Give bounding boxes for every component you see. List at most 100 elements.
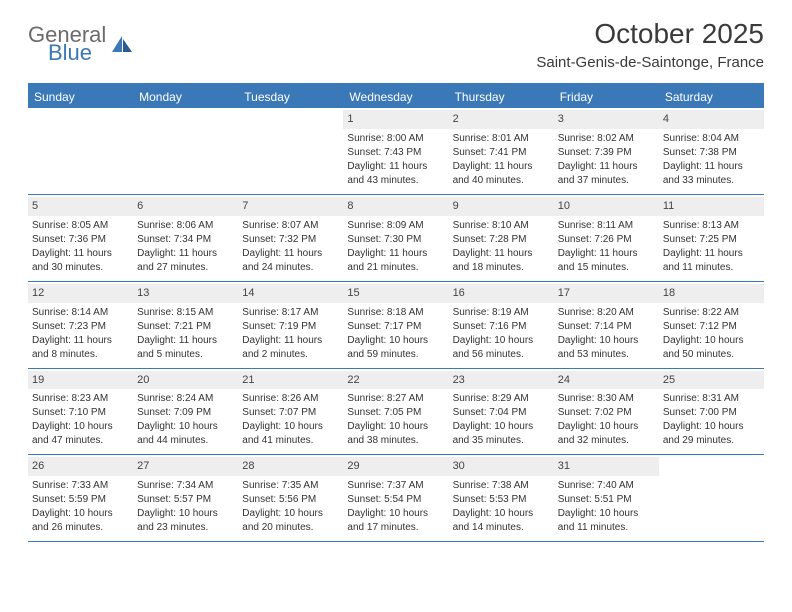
sunrise-text: Sunrise: 8:18 AM <box>347 306 444 320</box>
day-info: Sunrise: 7:40 AMSunset: 5:51 PMDaylight:… <box>558 479 655 535</box>
sunset-text: Sunset: 7:39 PM <box>558 146 655 160</box>
day-number: 11 <box>659 197 764 216</box>
day-cell: 31 Sunrise: 7:40 AMSunset: 5:51 PMDayligh… <box>554 455 659 541</box>
daylight-line2: and 47 minutes. <box>32 434 129 448</box>
daylight-line2: and 11 minutes. <box>663 261 760 275</box>
sunrise-text: Sunrise: 8:09 AM <box>347 219 444 233</box>
daylight-line2: and 50 minutes. <box>663 348 760 362</box>
sunset-text: Sunset: 7:12 PM <box>663 320 760 334</box>
sunset-text: Sunset: 5:54 PM <box>347 493 444 507</box>
day-number: 21 <box>238 371 343 390</box>
day-info: Sunrise: 8:02 AMSunset: 7:39 PMDaylight:… <box>558 132 655 188</box>
day-cell: 3Sunrise: 8:02 AMSunset: 7:39 PMDaylight… <box>554 108 659 194</box>
daylight-line1: Daylight: 10 hours <box>347 420 444 434</box>
day-cell: 14Sunrise: 8:17 AMSunset: 7:19 PMDayligh… <box>238 282 343 368</box>
day-cell: 19 Sunrise: 8:23 AMSunset: 7:10 PMDayligh… <box>28 369 133 455</box>
sunrise-text: Sunrise: 8:14 AM <box>32 306 129 320</box>
day-cell: 20Sunrise: 8:24 AMSunset: 7:09 PMDayligh… <box>133 369 238 455</box>
daylight-line1: Daylight: 11 hours <box>453 247 550 261</box>
day-number: 24 <box>554 371 659 390</box>
daylight-line2: and 30 minutes. <box>32 261 129 275</box>
day-cell: . <box>659 455 764 541</box>
day-info: Sunrise: 8:07 AMSunset: 7:32 PMDaylight:… <box>242 219 339 275</box>
day-number: 28 <box>238 457 343 476</box>
daylight-line2: and 14 minutes. <box>453 521 550 535</box>
weekday-label: Thursday <box>449 86 554 108</box>
weekday-label: Sunday <box>28 86 133 108</box>
day-number: 17 <box>554 284 659 303</box>
day-cell: 29Sunrise: 7:37 AMSunset: 5:54 PMDayligh… <box>343 455 448 541</box>
day-info: Sunrise: 8:14 AMSunset: 7:23 PMDaylight:… <box>32 306 129 362</box>
day-number: 14 <box>238 284 343 303</box>
sunset-text: Sunset: 7:36 PM <box>32 233 129 247</box>
sunrise-text: Sunrise: 7:38 AM <box>453 479 550 493</box>
brand-logo: General Blue <box>28 18 134 64</box>
daylight-line1: Daylight: 11 hours <box>347 160 444 174</box>
sunrise-text: Sunrise: 8:11 AM <box>558 219 655 233</box>
weeks-container: ...1Sunrise: 8:00 AMSunset: 7:43 PMDayli… <box>28 108 764 542</box>
day-info: Sunrise: 7:33 AMSunset: 5:59 PMDaylight:… <box>32 479 129 535</box>
day-number: 9 <box>449 197 554 216</box>
sunrise-text: Sunrise: 8:26 AM <box>242 392 339 406</box>
sunrise-text: Sunrise: 8:30 AM <box>558 392 655 406</box>
sunrise-text: Sunrise: 8:06 AM <box>137 219 234 233</box>
sunset-text: Sunset: 7:09 PM <box>137 406 234 420</box>
daylight-line1: Daylight: 11 hours <box>242 334 339 348</box>
daylight-line2: and 15 minutes. <box>558 261 655 275</box>
sunset-text: Sunset: 7:26 PM <box>558 233 655 247</box>
week-row: 5Sunrise: 8:05 AMSunset: 7:36 PMDaylight… <box>28 195 764 282</box>
daylight-line2: and 17 minutes. <box>347 521 444 535</box>
day-cell: 4Sunrise: 8:04 AMSunset: 7:38 PMDaylight… <box>659 108 764 194</box>
day-number: 1 <box>343 110 448 129</box>
week-row: ...1Sunrise: 8:00 AMSunset: 7:43 PMDayli… <box>28 108 764 195</box>
sunrise-text: Sunrise: 8:02 AM <box>558 132 655 146</box>
sunset-text: Sunset: 7:02 PM <box>558 406 655 420</box>
day-number: 5 <box>28 197 133 216</box>
day-info: Sunrise: 8:23 AMSunset: 7:10 PMDaylight:… <box>32 392 129 448</box>
daylight-line1: Daylight: 11 hours <box>32 334 129 348</box>
day-number: 15 <box>343 284 448 303</box>
day-info: Sunrise: 8:29 AMSunset: 7:04 PMDaylight:… <box>453 392 550 448</box>
daylight-line2: and 32 minutes. <box>558 434 655 448</box>
day-cell: 16Sunrise: 8:19 AMSunset: 7:16 PMDayligh… <box>449 282 554 368</box>
daylight-line1: Daylight: 11 hours <box>347 247 444 261</box>
sunrise-text: Sunrise: 7:35 AM <box>242 479 339 493</box>
sunset-text: Sunset: 7:28 PM <box>453 233 550 247</box>
sunset-text: Sunset: 7:19 PM <box>242 320 339 334</box>
sunrise-text: Sunrise: 7:40 AM <box>558 479 655 493</box>
sunset-text: Sunset: 7:05 PM <box>347 406 444 420</box>
daylight-line2: and 24 minutes. <box>242 261 339 275</box>
sunset-text: Sunset: 5:56 PM <box>242 493 339 507</box>
daylight-line2: and 20 minutes. <box>242 521 339 535</box>
day-info: Sunrise: 8:06 AMSunset: 7:34 PMDaylight:… <box>137 219 234 275</box>
day-number: 29 <box>343 457 448 476</box>
daylight-line2: and 38 minutes. <box>347 434 444 448</box>
sunrise-text: Sunrise: 8:22 AM <box>663 306 760 320</box>
day-number: 10 <box>554 197 659 216</box>
day-cell: 13Sunrise: 8:15 AMSunset: 7:21 PMDayligh… <box>133 282 238 368</box>
sunrise-text: Sunrise: 8:31 AM <box>663 392 760 406</box>
daylight-line2: and 56 minutes. <box>453 348 550 362</box>
daylight-line2: and 41 minutes. <box>242 434 339 448</box>
weekday-header-row: SundayMondayTuesdayWednesdayThursdayFrid… <box>28 86 764 108</box>
day-info: Sunrise: 8:09 AMSunset: 7:30 PMDaylight:… <box>347 219 444 275</box>
sunset-text: Sunset: 7:43 PM <box>347 146 444 160</box>
day-cell: 6Sunrise: 8:06 AMSunset: 7:34 PMDaylight… <box>133 195 238 281</box>
day-number: 31 <box>554 457 659 476</box>
weekday-label: Friday <box>554 86 659 108</box>
day-cell: 5Sunrise: 8:05 AMSunset: 7:36 PMDaylight… <box>28 195 133 281</box>
day-number: 22 <box>343 371 448 390</box>
day-info: Sunrise: 8:27 AMSunset: 7:05 PMDaylight:… <box>347 392 444 448</box>
day-cell: 18Sunrise: 8:22 AMSunset: 7:12 PMDayligh… <box>659 282 764 368</box>
day-info: Sunrise: 8:15 AMSunset: 7:21 PMDaylight:… <box>137 306 234 362</box>
day-info: Sunrise: 8:24 AMSunset: 7:09 PMDaylight:… <box>137 392 234 448</box>
day-info: Sunrise: 7:34 AMSunset: 5:57 PMDaylight:… <box>137 479 234 535</box>
day-number: 19 <box>28 371 133 390</box>
day-cell: . <box>28 108 133 194</box>
day-info: Sunrise: 7:35 AMSunset: 5:56 PMDaylight:… <box>242 479 339 535</box>
calendar-page: General Blue October 2025 Saint-Genis-de… <box>0 0 792 560</box>
sunrise-text: Sunrise: 7:33 AM <box>32 479 129 493</box>
daylight-line2: and 27 minutes. <box>137 261 234 275</box>
daylight-line2: and 35 minutes. <box>453 434 550 448</box>
week-row: 19 Sunrise: 8:23 AMSunset: 7:10 PMDayligh… <box>28 369 764 456</box>
